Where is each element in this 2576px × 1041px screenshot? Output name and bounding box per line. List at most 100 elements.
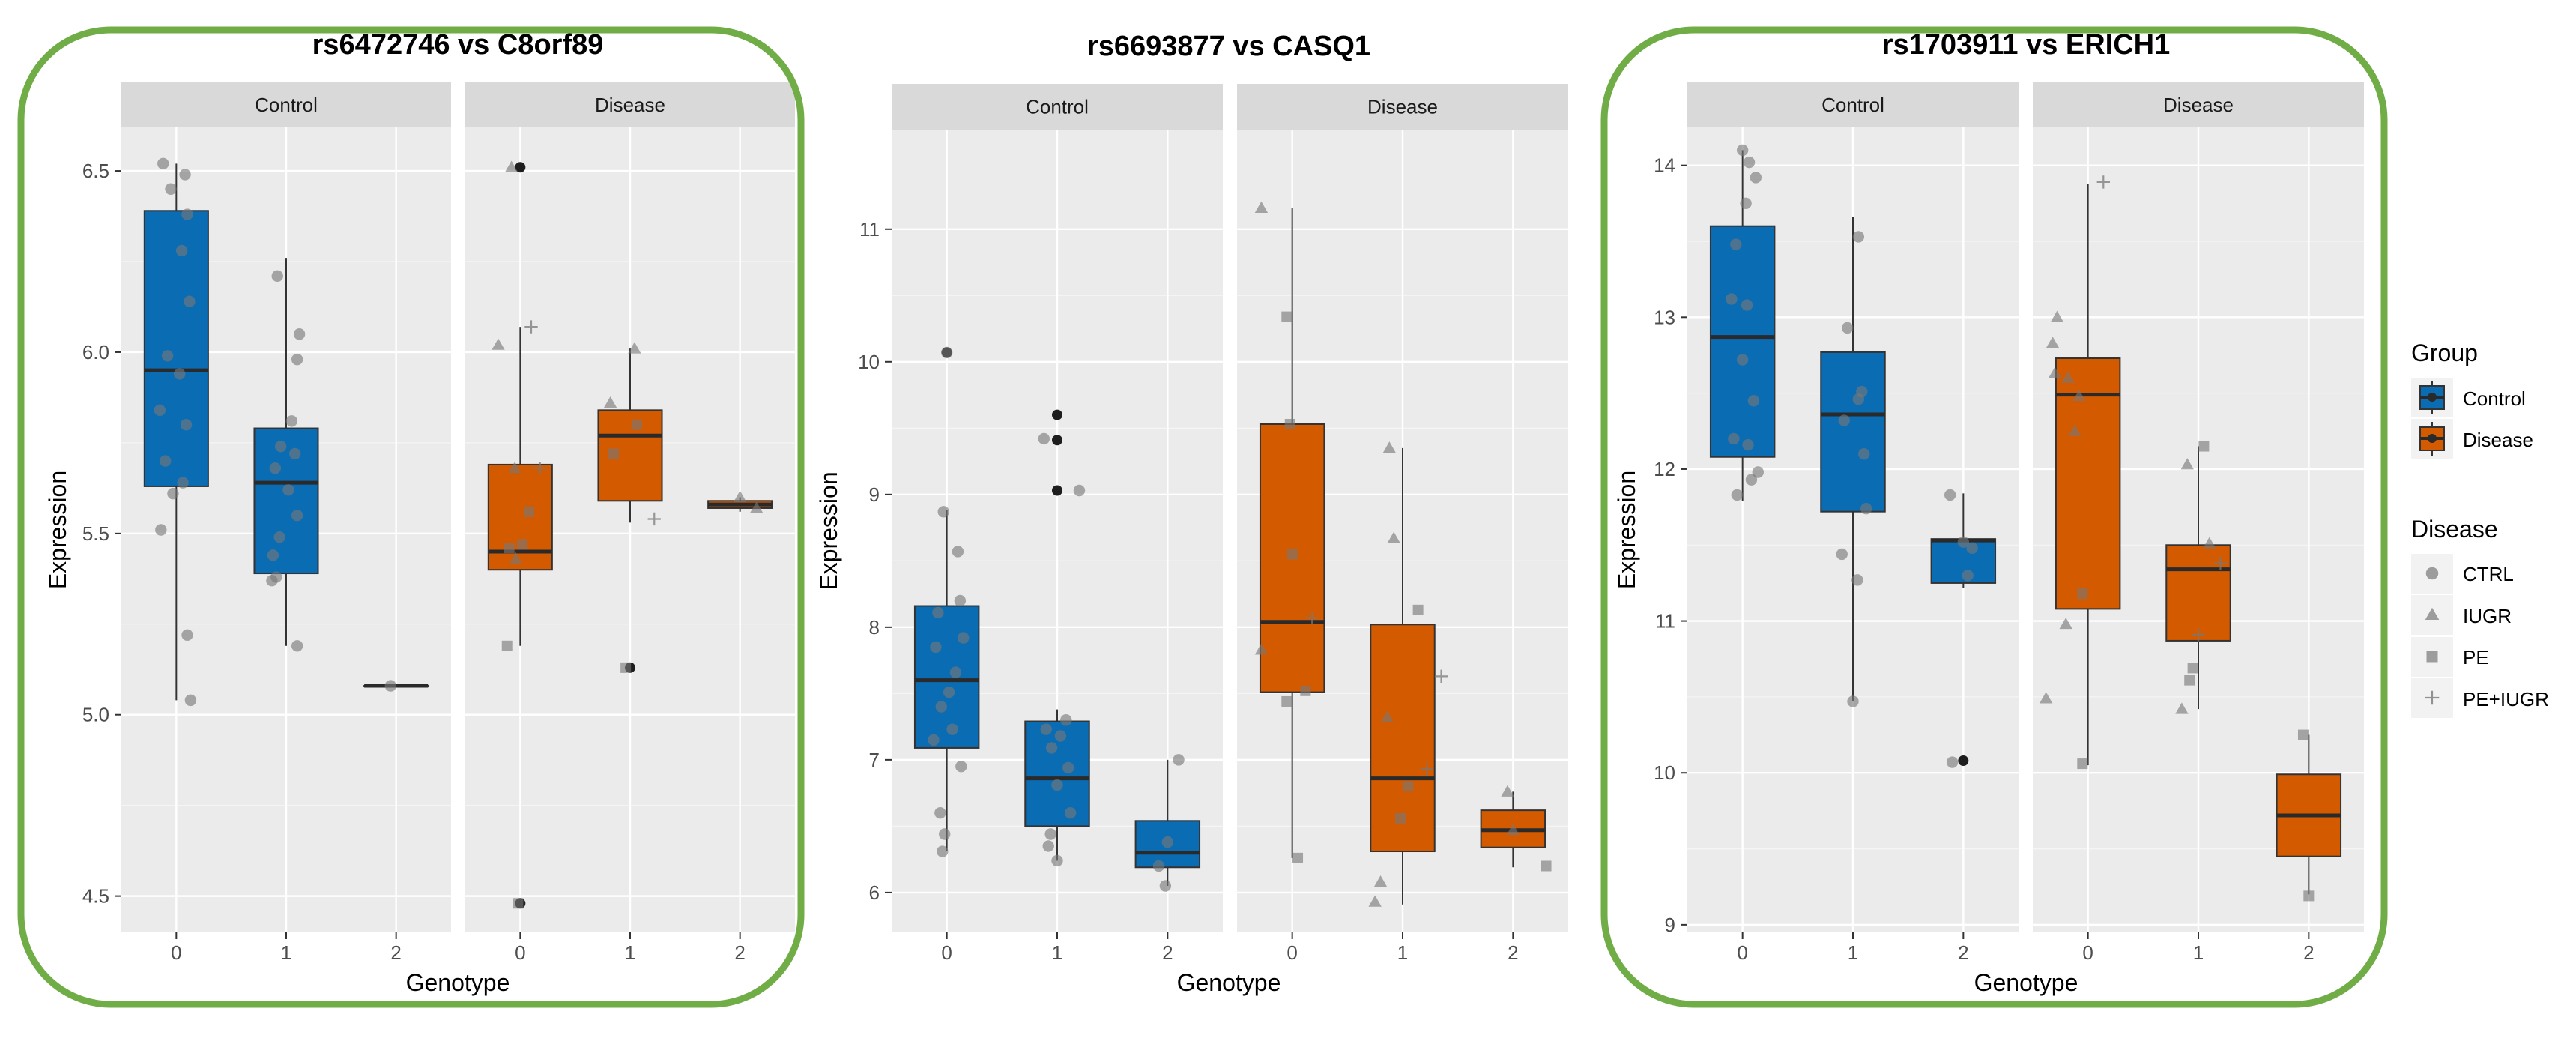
highlight-border	[17, 26, 805, 1008]
legend-key-dot	[2428, 434, 2437, 443]
data-point-plus	[524, 320, 538, 334]
data-point-triangle	[1380, 710, 1394, 722]
facet-strip	[1687, 82, 2019, 127]
data-point-circle	[939, 828, 951, 840]
data-point-circle	[177, 477, 189, 489]
data-point-triangle	[508, 462, 521, 474]
data-point-square	[1300, 685, 1311, 696]
box-iqr	[597, 409, 663, 502]
y-tick-label: 13	[1654, 306, 1675, 328]
legend-shape-triangle-icon	[2425, 607, 2440, 620]
y-tick-label: 11	[1655, 610, 1675, 633]
data-point-triangle	[1387, 531, 1400, 543]
x-tick-label: 0	[1287, 941, 1297, 964]
data-point-square	[631, 419, 642, 430]
x-tick-label: 2	[2303, 941, 2314, 964]
data-point-circle	[934, 806, 946, 819]
data-point-circle	[293, 328, 306, 340]
outlier-point	[1958, 755, 1969, 767]
data-point-circle	[935, 701, 948, 713]
box-control-genotype-1	[253, 258, 319, 646]
data-point-square	[513, 898, 524, 909]
data-point-circle	[1060, 714, 1072, 726]
data-point-square	[1287, 549, 1298, 560]
data-point-circle	[289, 447, 301, 460]
data-point-circle	[946, 723, 958, 735]
data-point-square	[1281, 695, 1292, 707]
data-point-circle	[1726, 293, 1738, 305]
x-tick-label: 2	[1958, 941, 1968, 964]
data-point-plus	[1305, 611, 1319, 625]
data-point-square	[1403, 781, 1414, 792]
data-point-plus	[2096, 175, 2110, 189]
y-tick-label: 4.5	[82, 885, 109, 908]
data-point-circle	[174, 368, 186, 380]
data-point-circle	[1957, 536, 1970, 548]
box-control-genotype-0	[143, 163, 209, 701]
y-tick-label: 14	[1654, 154, 1675, 177]
data-point-circle	[1051, 854, 1063, 867]
data-point-triangle	[733, 490, 747, 502]
data-point-circle	[1159, 880, 1172, 892]
data-point-plus	[1420, 762, 1434, 776]
data-point-circle	[1841, 322, 1854, 334]
data-point-triangle	[1368, 895, 1382, 907]
data-point-triangle	[2203, 537, 2216, 549]
data-point-triangle	[2059, 617, 2072, 630]
facet-disease: Disease 0 1 2	[465, 82, 795, 964]
data-point-square	[501, 640, 513, 651]
data-point-circle	[184, 694, 197, 707]
data-point-square	[1395, 812, 1406, 824]
facet-strip	[892, 84, 1223, 130]
box-disease-genotype-0	[1259, 208, 1325, 858]
facet-strip	[2033, 82, 2364, 127]
y-axis-title: Expression	[1613, 471, 1640, 589]
data-point-circle	[930, 641, 942, 654]
data-point-square	[2303, 890, 2315, 902]
data-point-circle	[1054, 730, 1067, 742]
data-point-circle	[1836, 548, 1848, 561]
data-point-circle	[1042, 840, 1054, 852]
y-tick-label: 8	[869, 616, 880, 639]
data-point-circle	[1838, 414, 1850, 426]
data-point-square	[608, 448, 619, 459]
legend: Group Control Disease Disease CTRL IUGR …	[2411, 340, 2549, 718]
facet-strip-label: Control	[1026, 96, 1089, 118]
data-point-circle	[1044, 828, 1056, 840]
data-point-triangle	[1254, 643, 1269, 655]
legend-shape-square-icon	[2426, 651, 2438, 663]
data-point-circle	[157, 157, 169, 170]
chart-title: rs6693877 vs CASQ1	[1087, 31, 1370, 62]
data-point-square	[524, 506, 535, 517]
data-point-circle	[267, 549, 279, 561]
facet-control: Control 0 1 2	[892, 84, 1223, 964]
facet-strip-label: Disease	[595, 94, 665, 116]
x-tick-label: 1	[625, 941, 635, 964]
data-point-circle	[1944, 489, 1956, 501]
legend-group-disease-label: Disease	[2463, 429, 2533, 451]
data-point-triangle	[628, 342, 641, 354]
data-point-circle	[958, 632, 970, 644]
data-point-circle	[273, 531, 285, 543]
box-disease-genotype-0	[487, 327, 553, 646]
y-tick-label: 10	[1654, 761, 1675, 784]
data-point-circle	[1747, 395, 1760, 407]
data-point-circle	[949, 666, 962, 678]
data-point-triangle	[1382, 441, 1396, 453]
data-point-circle	[1740, 197, 1752, 210]
x-axis-title: Genotype	[1974, 969, 2078, 996]
data-point-circle	[1860, 502, 1872, 515]
data-point-square	[620, 662, 632, 673]
data-point-triangle	[2180, 458, 2194, 470]
data-point-triangle	[2040, 692, 2053, 704]
x-axis-title: Genotype	[406, 969, 510, 996]
data-point-circle	[955, 761, 967, 773]
y-tick-label: 5.5	[82, 522, 109, 545]
legend-shape-plus-icon	[2425, 690, 2440, 705]
data-point-circle	[159, 455, 172, 467]
data-point-square	[2077, 588, 2088, 600]
legend-disease-pe-label: PE	[2463, 646, 2489, 669]
highlight-border	[1600, 26, 2388, 1008]
y-tick-label: 10	[858, 351, 880, 373]
